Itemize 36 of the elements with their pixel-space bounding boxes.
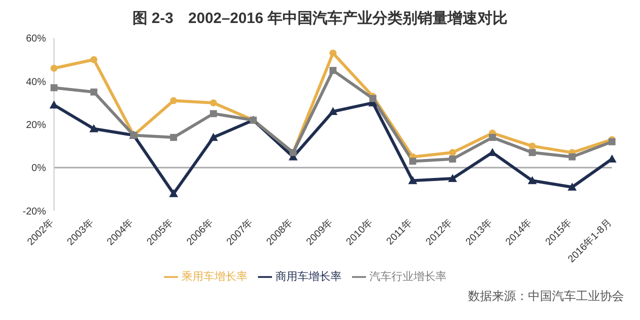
point	[210, 110, 217, 118]
legend-label: 商用车增长率	[276, 270, 342, 283]
point	[409, 158, 416, 165]
point	[528, 176, 537, 184]
point	[170, 134, 178, 141]
point	[170, 97, 178, 104]
point	[50, 84, 58, 92]
point	[169, 189, 178, 198]
source-note: 数据来源：中国汽车工业协会	[467, 288, 625, 305]
point	[408, 176, 418, 184]
point	[449, 156, 456, 163]
point	[568, 182, 577, 191]
y-tick-label: -20%	[22, 206, 46, 218]
point	[568, 153, 576, 160]
point	[528, 149, 536, 156]
y-tick-label: 60%	[26, 34, 46, 45]
point	[90, 88, 98, 96]
point	[448, 174, 458, 182]
point	[90, 56, 98, 64]
point	[330, 50, 336, 57]
point	[330, 66, 336, 74]
y-tick-label: 0%	[32, 163, 46, 174]
point	[50, 64, 58, 72]
point	[208, 132, 218, 141]
point	[328, 106, 338, 115]
point	[369, 95, 376, 102]
y-tick-label: 40%	[26, 76, 46, 88]
chart-title: 图 2-3 2002–2016 年中国汽车产业分类别销量增速对比	[131, 9, 509, 29]
legend-label: 汽车行业增长率	[370, 270, 446, 283]
legend-label: 乘用车增长率	[182, 270, 248, 283]
y-tick-label: 20%	[26, 120, 46, 132]
point	[449, 149, 456, 156]
point	[528, 142, 536, 150]
point	[89, 124, 98, 132]
point	[488, 134, 496, 141]
point	[210, 99, 217, 106]
